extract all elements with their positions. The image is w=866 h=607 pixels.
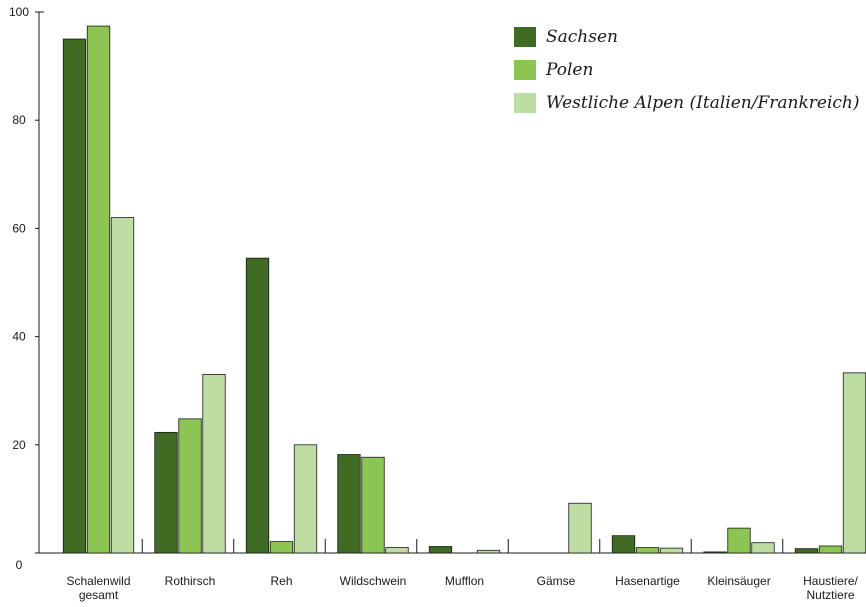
bar bbox=[568, 502, 592, 554]
bar bbox=[154, 431, 178, 554]
bar bbox=[110, 217, 135, 554]
x-category-label: Schalenwild gesamt bbox=[66, 574, 130, 602]
bar bbox=[269, 541, 294, 554]
y-tick-label: 100 bbox=[9, 5, 29, 19]
legend-label: Polen bbox=[545, 60, 593, 80]
x-category-label: Hasenartige bbox=[615, 574, 680, 588]
bar bbox=[818, 545, 843, 554]
bar bbox=[635, 547, 660, 554]
category-labels: Schalenwild gesamt Rothirsch Reh Wildschwein… bbox=[66, 574, 858, 602]
bar bbox=[476, 549, 501, 554]
legend-swatch bbox=[514, 27, 536, 47]
y-tick-label: 80 bbox=[12, 113, 26, 127]
bar bbox=[611, 535, 636, 554]
x-category-label: Wildschwein bbox=[340, 574, 407, 588]
bar bbox=[428, 546, 453, 554]
bar bbox=[62, 38, 87, 554]
x-category-label: Kleinsäuger bbox=[707, 574, 770, 588]
chart-bars bbox=[62, 25, 866, 554]
bar bbox=[178, 418, 202, 554]
x-category-label: Rothirsch bbox=[165, 574, 216, 588]
bar bbox=[245, 257, 270, 554]
x-category-label: Gämse bbox=[537, 574, 576, 588]
bar bbox=[794, 548, 819, 554]
chart-axes: 0 20 40 60 80 100 bbox=[9, 5, 866, 572]
bar bbox=[842, 372, 866, 554]
bar bbox=[659, 547, 684, 554]
y-tick-label: 20 bbox=[12, 438, 26, 452]
x-category-label: Haustiere/Nutztiere bbox=[803, 574, 858, 602]
bar bbox=[703, 551, 727, 554]
legend-label: Westliche Alpen (Italien/Frankreich) bbox=[546, 93, 859, 113]
y-tick-label: 60 bbox=[12, 221, 26, 235]
x-category-label: Mufflon bbox=[445, 574, 484, 588]
bar bbox=[727, 527, 751, 554]
y-tick-label: 0 bbox=[16, 558, 23, 572]
bar bbox=[361, 456, 385, 554]
bar bbox=[202, 374, 226, 554]
legend-swatch bbox=[514, 93, 536, 113]
bar bbox=[337, 454, 361, 554]
legend-swatch bbox=[514, 60, 536, 80]
bar bbox=[385, 547, 409, 554]
legend-label: Sachsen bbox=[546, 27, 618, 47]
chart-legend: Sachsen Polen Westliche Alpen (Italien/Fra… bbox=[514, 27, 859, 113]
bar bbox=[86, 25, 111, 554]
y-tick-label: 40 bbox=[12, 330, 26, 344]
bar bbox=[751, 542, 775, 554]
x-category-label: Reh bbox=[270, 574, 292, 588]
bar bbox=[293, 444, 318, 554]
